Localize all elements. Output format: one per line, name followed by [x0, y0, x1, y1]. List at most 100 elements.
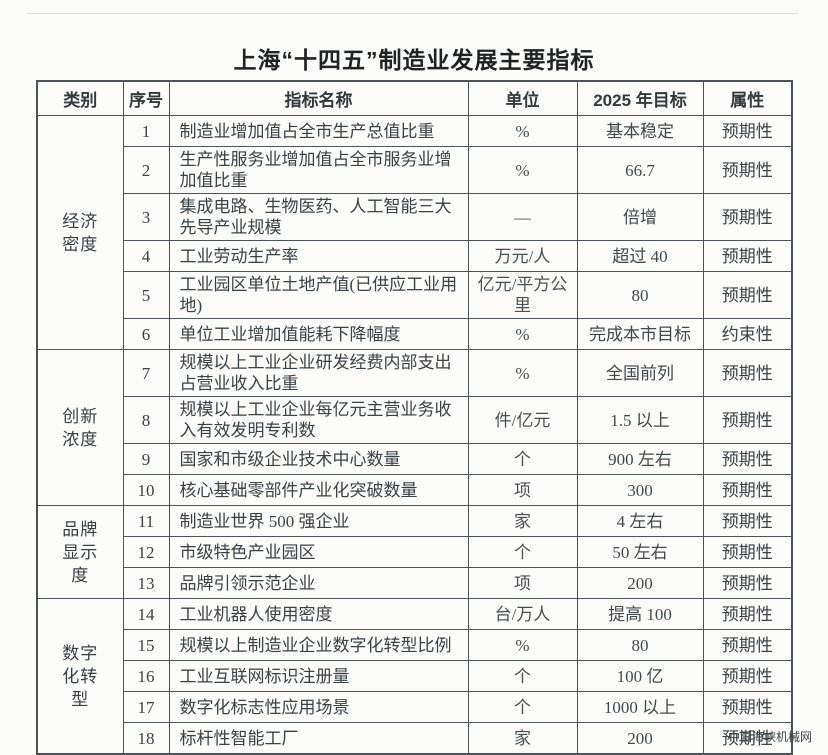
- attribute-cell: 预期性: [702, 474, 793, 506]
- attribute-cell: 预期性: [702, 271, 793, 319]
- attribute-cell: 预期性: [702, 660, 793, 692]
- target-cell: 4 左右: [576, 505, 704, 537]
- indicator-name-cell: 工业劳动生产率: [168, 240, 469, 272]
- unit-cell: 件/亿元: [467, 396, 578, 444]
- target-cell: 1000 以上: [576, 691, 704, 723]
- indicator-name-cell: 工业园区单位土地产值(已供应工业用地): [168, 271, 469, 319]
- indicator-name-cell: 制造业世界 500 强企业: [168, 505, 469, 537]
- row-number-cell: 15: [122, 629, 170, 661]
- attribute-cell: 预期性: [702, 629, 793, 661]
- indicators-table: 类别 序号 指标名称 单位 2025 年目标 属性 经济密度 1 制造业增加值占…: [36, 80, 793, 755]
- indicator-name-cell: 集成电路、生物医药、人工智能三大先导产业规模: [168, 193, 469, 241]
- indicator-name-cell: 核心基础零部件产业化突破数量: [168, 474, 469, 506]
- row-number-cell: 5: [122, 271, 170, 319]
- indicator-name-cell: 工业机器人使用密度: [168, 598, 469, 630]
- target-cell: 倍增: [576, 193, 704, 241]
- category-cell-economic-density: 经济密度: [36, 115, 124, 350]
- attribute-cell: 预期性: [702, 396, 793, 444]
- indicator-name-cell: 市级特色产业园区: [168, 536, 469, 568]
- unit-cell: 个: [467, 536, 578, 568]
- category-cell-innovation-concentration: 创新浓度: [36, 349, 124, 506]
- attribute-cell: 预期性: [702, 146, 793, 194]
- attribute-cell: 预期性: [702, 115, 793, 147]
- row-number-cell: 7: [122, 349, 170, 397]
- attribute-cell: 预期性: [702, 443, 793, 475]
- header-category: 类别: [36, 80, 124, 116]
- row-number-cell: 6: [122, 318, 170, 350]
- row-number-cell: 8: [122, 396, 170, 444]
- target-cell: 200: [576, 722, 704, 755]
- target-cell: 提高 100: [576, 598, 704, 630]
- unit-cell: 项: [467, 474, 578, 506]
- target-cell: 100 亿: [576, 660, 704, 692]
- indicator-name-cell: 生产性服务业增加值占全市服务业增加值比重: [168, 146, 469, 194]
- unit-cell: 个: [467, 691, 578, 723]
- table-row: 创新浓度 7 规模以上工业企业研发经费内部支出占营业收入比重 % 全国前列 预期…: [36, 349, 793, 506]
- row-number-cell: 18: [122, 722, 170, 755]
- table-row: 5 工业园区单位土地产值(已供应工业用地) 亿元/平方公里 80 预期性: [37, 271, 793, 319]
- target-cell: 完成本市目标: [576, 318, 704, 350]
- attribute-cell: 约束性: [702, 318, 793, 350]
- table-row: 4 工业劳动生产率 万元/人 超过 40 预期性: [37, 240, 793, 272]
- table-row: 数字化转型 14 工业机器人使用密度 台/万人 提高 100 预期性: [36, 598, 793, 755]
- header-indicator-name: 指标名称: [168, 80, 469, 116]
- row-number-cell: 11: [122, 505, 170, 537]
- table-row: 15 规模以上制造业企业数字化转型比例 % 80 预期性: [37, 629, 793, 661]
- attribute-cell: 预期性: [702, 722, 793, 755]
- attribute-cell: 预期性: [702, 505, 793, 537]
- unit-cell: —: [467, 193, 578, 241]
- header-unit: 单位: [467, 80, 578, 116]
- table-row: 13 品牌引领示范企业 项 200 预期性: [37, 567, 793, 599]
- unit-cell: 个: [467, 443, 578, 475]
- table-header-row: 类别 序号 指标名称 单位 2025 年目标 属性: [36, 80, 793, 116]
- row-number-cell: 12: [122, 536, 170, 568]
- target-cell: 66.7: [576, 146, 704, 194]
- unit-cell: %: [467, 146, 578, 194]
- indicator-name-cell: 规模以上工业企业研发经费内部支出占营业收入比重: [168, 349, 469, 397]
- target-cell: 全国前列: [576, 349, 704, 397]
- table-row: 18 标杆性智能工厂 家 200 预期性: [37, 722, 793, 755]
- unit-cell: 亿元/平方公里: [467, 271, 578, 319]
- indicator-name-cell: 制造业增加值占全市生产总值比重: [168, 115, 469, 147]
- indicator-name-cell: 品牌引领示范企业: [168, 567, 469, 599]
- row-number-cell: 14: [122, 598, 170, 630]
- row-number-cell: 10: [122, 474, 170, 506]
- attribute-cell: 预期性: [702, 598, 793, 630]
- attribute-cell: 预期性: [702, 691, 793, 723]
- row-number-cell: 9: [122, 443, 170, 475]
- row-number-cell: 16: [122, 660, 170, 692]
- unit-cell: %: [467, 349, 578, 397]
- row-number-cell: 4: [122, 240, 170, 272]
- table-row: 10 核心基础零部件产业化突破数量 项 300 预期性: [37, 474, 793, 506]
- attribute-cell: 预期性: [702, 240, 793, 272]
- header-no: 序号: [122, 80, 170, 116]
- row-number-cell: 3: [122, 193, 170, 241]
- target-cell: 300: [576, 474, 704, 506]
- target-cell: 200: [576, 567, 704, 599]
- attribute-cell: 预期性: [702, 567, 793, 599]
- target-cell: 超过 40: [576, 240, 704, 272]
- unit-cell: 家: [467, 505, 578, 537]
- unit-cell: %: [467, 115, 578, 147]
- category-cell-brand-visibility: 品牌显示度: [36, 505, 124, 599]
- row-number-cell: 2: [122, 146, 170, 194]
- target-cell: 80: [576, 629, 704, 661]
- row-number-cell: 17: [122, 691, 170, 723]
- unit-cell: 万元/人: [467, 240, 578, 272]
- table-row: 6 单位工业增加值能耗下降幅度 % 完成本市目标 约束性: [37, 318, 793, 350]
- attribute-cell: 预期性: [702, 536, 793, 568]
- table-row: 17 数字化标志性应用场景 个 1000 以上 预期性: [37, 691, 793, 723]
- header-attribute: 属性: [702, 80, 793, 116]
- table-row: 16 工业互联网标识注册量 个 100 亿 预期性: [37, 660, 793, 692]
- unit-cell: 个: [467, 660, 578, 692]
- target-cell: 50 左右: [576, 536, 704, 568]
- table-row: 品牌显示度 11 制造业世界 500 强企业 家 4 左右 预期性: [36, 505, 793, 599]
- indicator-name-cell: 规模以上工业企业每亿元主营业务收入有效发明专利数: [168, 396, 469, 444]
- target-cell: 1.5 以上: [576, 396, 704, 444]
- attribute-cell: 预期性: [702, 193, 793, 241]
- table-row: 8 规模以上工业企业每亿元主营业务收入有效发明专利数 件/亿元 1.5 以上 预…: [37, 396, 793, 444]
- indicator-name-cell: 工业互联网标识注册量: [168, 660, 469, 692]
- row-number-cell: 1: [122, 115, 170, 147]
- indicator-name-cell: 标杆性智能工厂: [168, 722, 469, 755]
- target-cell: 基本稳定: [576, 115, 704, 147]
